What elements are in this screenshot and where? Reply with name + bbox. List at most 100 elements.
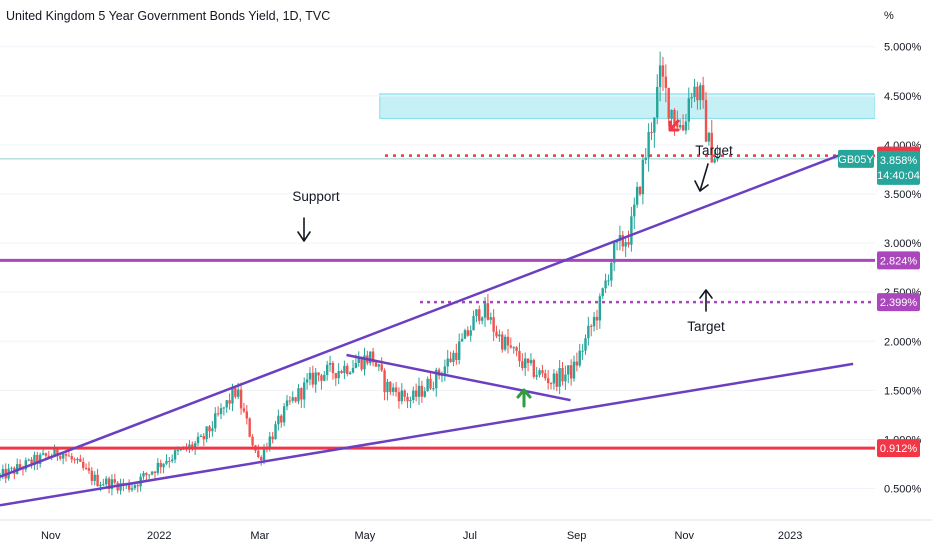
candle-body — [374, 362, 378, 367]
y-tick-label: 3.500% — [884, 189, 922, 201]
candle-body — [601, 288, 604, 297]
candle-body — [420, 385, 424, 397]
candle-body — [87, 468, 91, 471]
candle-body — [354, 362, 358, 368]
candle-body — [271, 436, 274, 440]
candle-body — [328, 362, 332, 365]
price-badge — [877, 150, 920, 185]
drawing-lines-layer[interactable] — [0, 154, 875, 507]
candle-body — [667, 87, 670, 119]
candle-body — [288, 400, 292, 402]
candle-body — [495, 331, 498, 337]
candle-body — [234, 388, 237, 397]
candle-body — [538, 370, 541, 376]
candle-body — [403, 390, 406, 397]
candle-body — [630, 216, 633, 245]
price-axis[interactable]: %0.500%1.000%1.500%2.000%2.500%3.000%3.5… — [838, 0, 932, 550]
candle-body — [455, 352, 458, 360]
x-tick-label: Jul — [463, 530, 477, 542]
candle-body — [41, 453, 45, 455]
candle-body — [641, 159, 645, 195]
candle-body — [687, 98, 690, 122]
candle-body — [110, 479, 114, 490]
candle-body — [656, 86, 659, 118]
candle-body — [33, 454, 36, 466]
candle-body — [627, 242, 630, 245]
candle-body — [492, 317, 495, 332]
candle-body — [397, 392, 401, 402]
y-tick-label: 3.000% — [884, 238, 922, 250]
annotation-support: Support — [292, 189, 340, 204]
candle-body — [127, 483, 131, 490]
price-badge-label: 2.824% — [880, 255, 918, 267]
candle-body — [145, 473, 148, 475]
price-badge-label: 3.858% — [880, 155, 918, 167]
candle-body — [406, 396, 409, 402]
lower-channel-trendline[interactable] — [0, 362, 854, 507]
candle-body — [549, 383, 553, 385]
candle-body — [314, 372, 317, 385]
candle-body — [90, 470, 94, 481]
candle-body — [598, 296, 602, 321]
candle-body — [369, 351, 372, 364]
candle-body — [535, 375, 538, 377]
candle-body — [219, 408, 223, 415]
candle-body — [503, 336, 507, 350]
candle-body — [610, 262, 613, 281]
candle-body — [633, 204, 636, 217]
time-axis[interactable]: Nov 2022 Mar May Jul Sep Nov 2023 — [0, 519, 932, 542]
candle-body — [305, 379, 309, 383]
price-badge — [877, 293, 920, 312]
candle-body — [337, 371, 340, 379]
candle-body — [386, 381, 389, 393]
candle-body — [526, 358, 530, 364]
candle-body — [208, 426, 211, 432]
candle-body — [340, 371, 343, 373]
symbol-tag-label: GB05Y — [838, 154, 874, 166]
candle-body — [584, 338, 587, 351]
candle-body — [452, 352, 455, 362]
candle-body — [317, 372, 320, 376]
candle-body — [259, 457, 263, 461]
candle-body — [707, 132, 711, 142]
candle-body — [713, 159, 716, 163]
candle-body — [211, 428, 214, 432]
candle-body — [119, 482, 122, 491]
candle-body — [475, 309, 478, 317]
candle-body — [231, 388, 234, 404]
candle-body — [79, 458, 82, 462]
candle-body — [572, 361, 576, 379]
resistance-zone — [379, 93, 876, 119]
candle-body — [84, 467, 88, 469]
candle-body — [480, 317, 484, 321]
candle-body — [142, 473, 145, 477]
candle-body — [93, 474, 96, 481]
candle-body — [555, 373, 558, 387]
candle-body — [541, 370, 544, 374]
candle-body — [463, 330, 467, 339]
candle-body — [394, 387, 398, 393]
upper-channel-trendline[interactable] — [0, 154, 839, 478]
candle-body — [245, 411, 249, 419]
candle-body — [678, 125, 682, 128]
candle-body — [202, 435, 205, 440]
candle-body — [107, 478, 111, 490]
candle-body — [47, 455, 50, 458]
candle-body — [400, 390, 403, 402]
candle-body — [248, 418, 251, 437]
candle-body — [44, 453, 48, 456]
resistance-zone-layer — [379, 93, 876, 119]
candle-body — [440, 375, 444, 377]
candle-body — [699, 85, 702, 101]
candle-body — [498, 334, 501, 337]
candle-body — [512, 347, 515, 349]
candle-body — [575, 361, 579, 366]
candle-body — [661, 65, 665, 77]
candle-body — [409, 399, 412, 402]
falling-wedge-trendline[interactable] — [346, 353, 571, 402]
candle-body — [423, 391, 426, 397]
candle-body — [1, 469, 5, 475]
candle-body — [205, 426, 208, 440]
annotation-target-lower: Target — [687, 319, 725, 334]
